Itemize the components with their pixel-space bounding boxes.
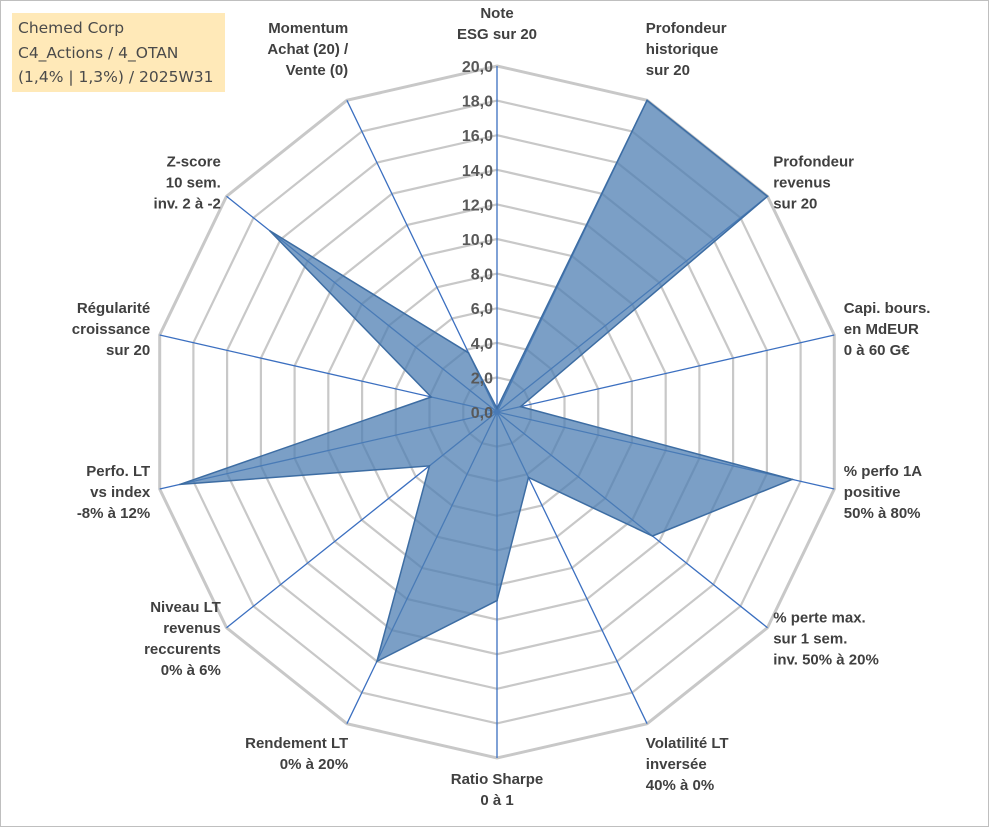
axis-label-line: Rendement LT <box>245 735 348 752</box>
label-layer: Note ESG sur 20 Profondeur historique sur 20… <box>72 5 931 809</box>
data-point <box>376 660 378 663</box>
axis-label: Volatilité LT inversée 40% à 0% <box>646 735 729 794</box>
axis-label-line: % perte max. <box>773 610 866 627</box>
axis-label-line: en MdEUR <box>844 321 919 338</box>
axis-label: Z-score 10 sem. inv. 2 à -2 <box>154 153 221 212</box>
tick-label: 12,0 <box>462 197 493 214</box>
tick-label: 16,0 <box>462 128 493 145</box>
axis-label-line: sur 20 <box>106 342 150 359</box>
data-point <box>791 478 793 481</box>
title-period: (1,4% | 1,3%) / 2025W31 <box>18 68 214 86</box>
axis-label-line: Régularité <box>77 300 150 317</box>
data-point <box>428 465 431 467</box>
axis-label: Rendement LT 0% à 20% <box>245 735 348 773</box>
axis-label-line: inversée <box>646 756 707 773</box>
axis-label-line: 50% à 80% <box>844 505 921 522</box>
tick-layer: 0,0 2,0 4,0 6,0 8,0 10,0 12,0 14,0 16,0 18,0 20,0 <box>462 59 493 422</box>
axis-label: Régularité croissance sur 20 <box>72 300 150 359</box>
axis-label-line: sur 1 sem. <box>773 631 847 648</box>
axis-label-line: 0% à 6% <box>161 662 221 679</box>
tick-label: 14,0 <box>462 163 493 180</box>
title-category: C4_Actions / 4_OTAN <box>18 43 179 62</box>
axis-label-line: sur 20 <box>773 195 817 212</box>
data-point <box>527 476 530 479</box>
axis-label-line: Note <box>480 5 513 22</box>
data-point <box>269 230 271 232</box>
axis-label-line: Z-score <box>167 153 221 170</box>
data-point <box>430 396 433 398</box>
axis-label-line: sur 20 <box>646 62 690 79</box>
axis-label-line: revenus <box>773 174 831 191</box>
axis-label: Niveau LT revenus reccurents 0% à 6% <box>144 599 221 679</box>
title-box: Chemed Corp C4_Actions / 4_OTAN (1,4% | … <box>12 13 225 92</box>
axis-label-line: 40% à 0% <box>646 777 714 794</box>
axis-label: Perfo. LT vs index -8% à 12% <box>77 463 151 522</box>
axis-label: Momentum Achat (20) / Vente (0) <box>267 20 349 79</box>
axis-label: % perte max. sur 1 sem. inv. 50% à 20% <box>773 610 879 669</box>
axis-label-line: revenus <box>163 620 221 637</box>
axis-label: Profondeur historique sur 20 <box>646 20 727 79</box>
axis-label-line: 0 à 60 G€ <box>844 342 911 359</box>
data-point <box>496 599 498 602</box>
axis-label-line: Vente (0) <box>286 62 349 79</box>
axis-spoke <box>496 334 835 413</box>
axis-label-line: Profondeur <box>773 153 854 170</box>
axis-label-line: Momentum <box>268 20 348 37</box>
axis-label: Capi. bours. en MdEUR 0 à 60 G€ <box>844 300 931 359</box>
tick-label: 0,0 <box>471 405 493 422</box>
axis-label-line: 10 sem. <box>166 174 221 191</box>
data-point <box>646 99 648 102</box>
axis-label-line: -8% à 12% <box>77 505 150 522</box>
axis-label-line: 0 à 1 <box>480 792 513 809</box>
axis-label: Note ESG sur 20 <box>457 5 537 43</box>
axis-label: % perfo 1A positive 50% à 80% <box>844 463 923 522</box>
data-point <box>519 405 522 408</box>
axis-label-line: inv. 2 à -2 <box>154 195 221 212</box>
tick-label: 18,0 <box>462 94 493 111</box>
axis-label-line: Ratio Sharpe <box>451 771 544 788</box>
axis-label-line: Volatilité LT <box>646 735 729 752</box>
axis-label-line: Perfo. LT <box>86 463 150 480</box>
axis-label-line: Niveau LT <box>150 599 221 616</box>
axis-label-line: 0% à 20% <box>280 756 348 773</box>
axis-label-line: ESG sur 20 <box>457 26 537 43</box>
data-point <box>496 407 498 410</box>
axis-label-line: Achat (20) / <box>267 41 349 58</box>
axis-label-line: croissance <box>72 321 150 338</box>
tick-label: 4,0 <box>471 336 493 353</box>
tick-label: 8,0 <box>471 267 493 284</box>
axis-label-line: Capi. bours. <box>844 300 931 317</box>
title-company: Chemed Corp <box>18 19 125 37</box>
axis-label-line: positive <box>844 484 901 501</box>
tick-label: 2,0 <box>471 370 493 387</box>
axis-label: Ratio Sharpe 0 à 1 <box>451 771 544 809</box>
data-point <box>766 195 769 198</box>
tick-label: 6,0 <box>471 301 493 318</box>
series-layer <box>179 99 795 663</box>
axis-label-line: historique <box>646 41 719 58</box>
axis-label: Profondeur revenus sur 20 <box>773 153 854 212</box>
data-point <box>179 483 181 486</box>
axis-label-line: Profondeur <box>646 20 727 37</box>
data-point <box>467 352 470 354</box>
data-point <box>651 535 654 537</box>
axis-label-line: vs index <box>90 484 151 501</box>
axis-label-line: % perfo 1A <box>844 463 923 480</box>
tick-label: 20,0 <box>462 59 493 76</box>
tick-label: 10,0 <box>462 232 493 249</box>
axis-label-line: inv. 50% à 20% <box>773 652 879 669</box>
axis-label-line: reccurents <box>144 641 221 658</box>
